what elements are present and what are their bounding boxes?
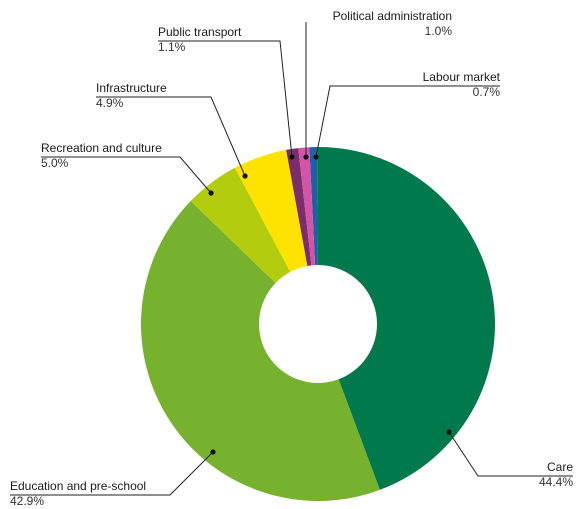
label-labour-market: Labour market 0.7% <box>423 70 500 100</box>
label-care-value: 44.4% <box>538 475 573 489</box>
label-education-and-pre-school: Education and pre-school 42.9% <box>10 479 146 509</box>
slice-education-and-pre-school <box>141 201 380 501</box>
leader-dot-recreation-and-culture <box>208 190 214 196</box>
slice-infrastructure <box>234 149 308 272</box>
leader-line-infrastructure <box>96 96 246 177</box>
label-care: Care 44.4% <box>539 460 573 490</box>
label-infrastructure-name: Infrastructure <box>96 81 167 95</box>
leader-dot-public-transport <box>289 154 295 160</box>
label-infrastructure-value: 4.9% <box>96 96 124 110</box>
leader-dot-infrastructure <box>242 173 248 179</box>
leader-line-labour-market <box>315 85 500 158</box>
label-public-transport-value: 1.1% <box>158 40 186 54</box>
label-recreation-and-culture-value: 5.0% <box>41 156 69 170</box>
leader-line-recreation-and-culture <box>41 156 212 194</box>
slice-labour-market <box>309 147 318 266</box>
label-care-name: Care <box>546 460 573 474</box>
label-labour-market-value: 0.7% <box>472 85 500 99</box>
label-recreation-and-culture: Recreation and culture 5.0% <box>41 141 162 171</box>
leader-dot-labour-market <box>313 154 319 160</box>
label-public-transport: Public transport 1.1% <box>158 25 241 55</box>
leader-dot-political-administration <box>303 154 309 160</box>
label-infrastructure: Infrastructure 4.9% <box>96 81 167 111</box>
leader-line-care <box>448 431 573 477</box>
label-political-administration-value: 1.0% <box>424 24 452 38</box>
label-recreation-and-culture-name: Recreation and culture <box>41 141 162 155</box>
label-labour-market-name: Labour market <box>422 70 500 84</box>
label-education-and-pre-school-name: Education and pre-school <box>10 479 147 493</box>
label-political-administration: Political administration 1.0% <box>333 9 452 39</box>
label-public-transport-name: Public transport <box>158 25 242 39</box>
slice-care <box>317 147 495 490</box>
slice-public-transport <box>286 148 312 266</box>
slice-recreation-and-culture <box>190 167 291 284</box>
label-political-administration-name: Political administration <box>332 9 452 23</box>
leader-line-education-and-pre-school <box>10 451 214 496</box>
leader-line-public-transport <box>158 40 293 158</box>
slice-political-administration <box>298 147 316 266</box>
label-education-and-pre-school-value: 42.9% <box>10 494 45 508</box>
leader-dot-education-and-pre-school <box>210 449 216 455</box>
leader-dot-care <box>446 429 452 435</box>
